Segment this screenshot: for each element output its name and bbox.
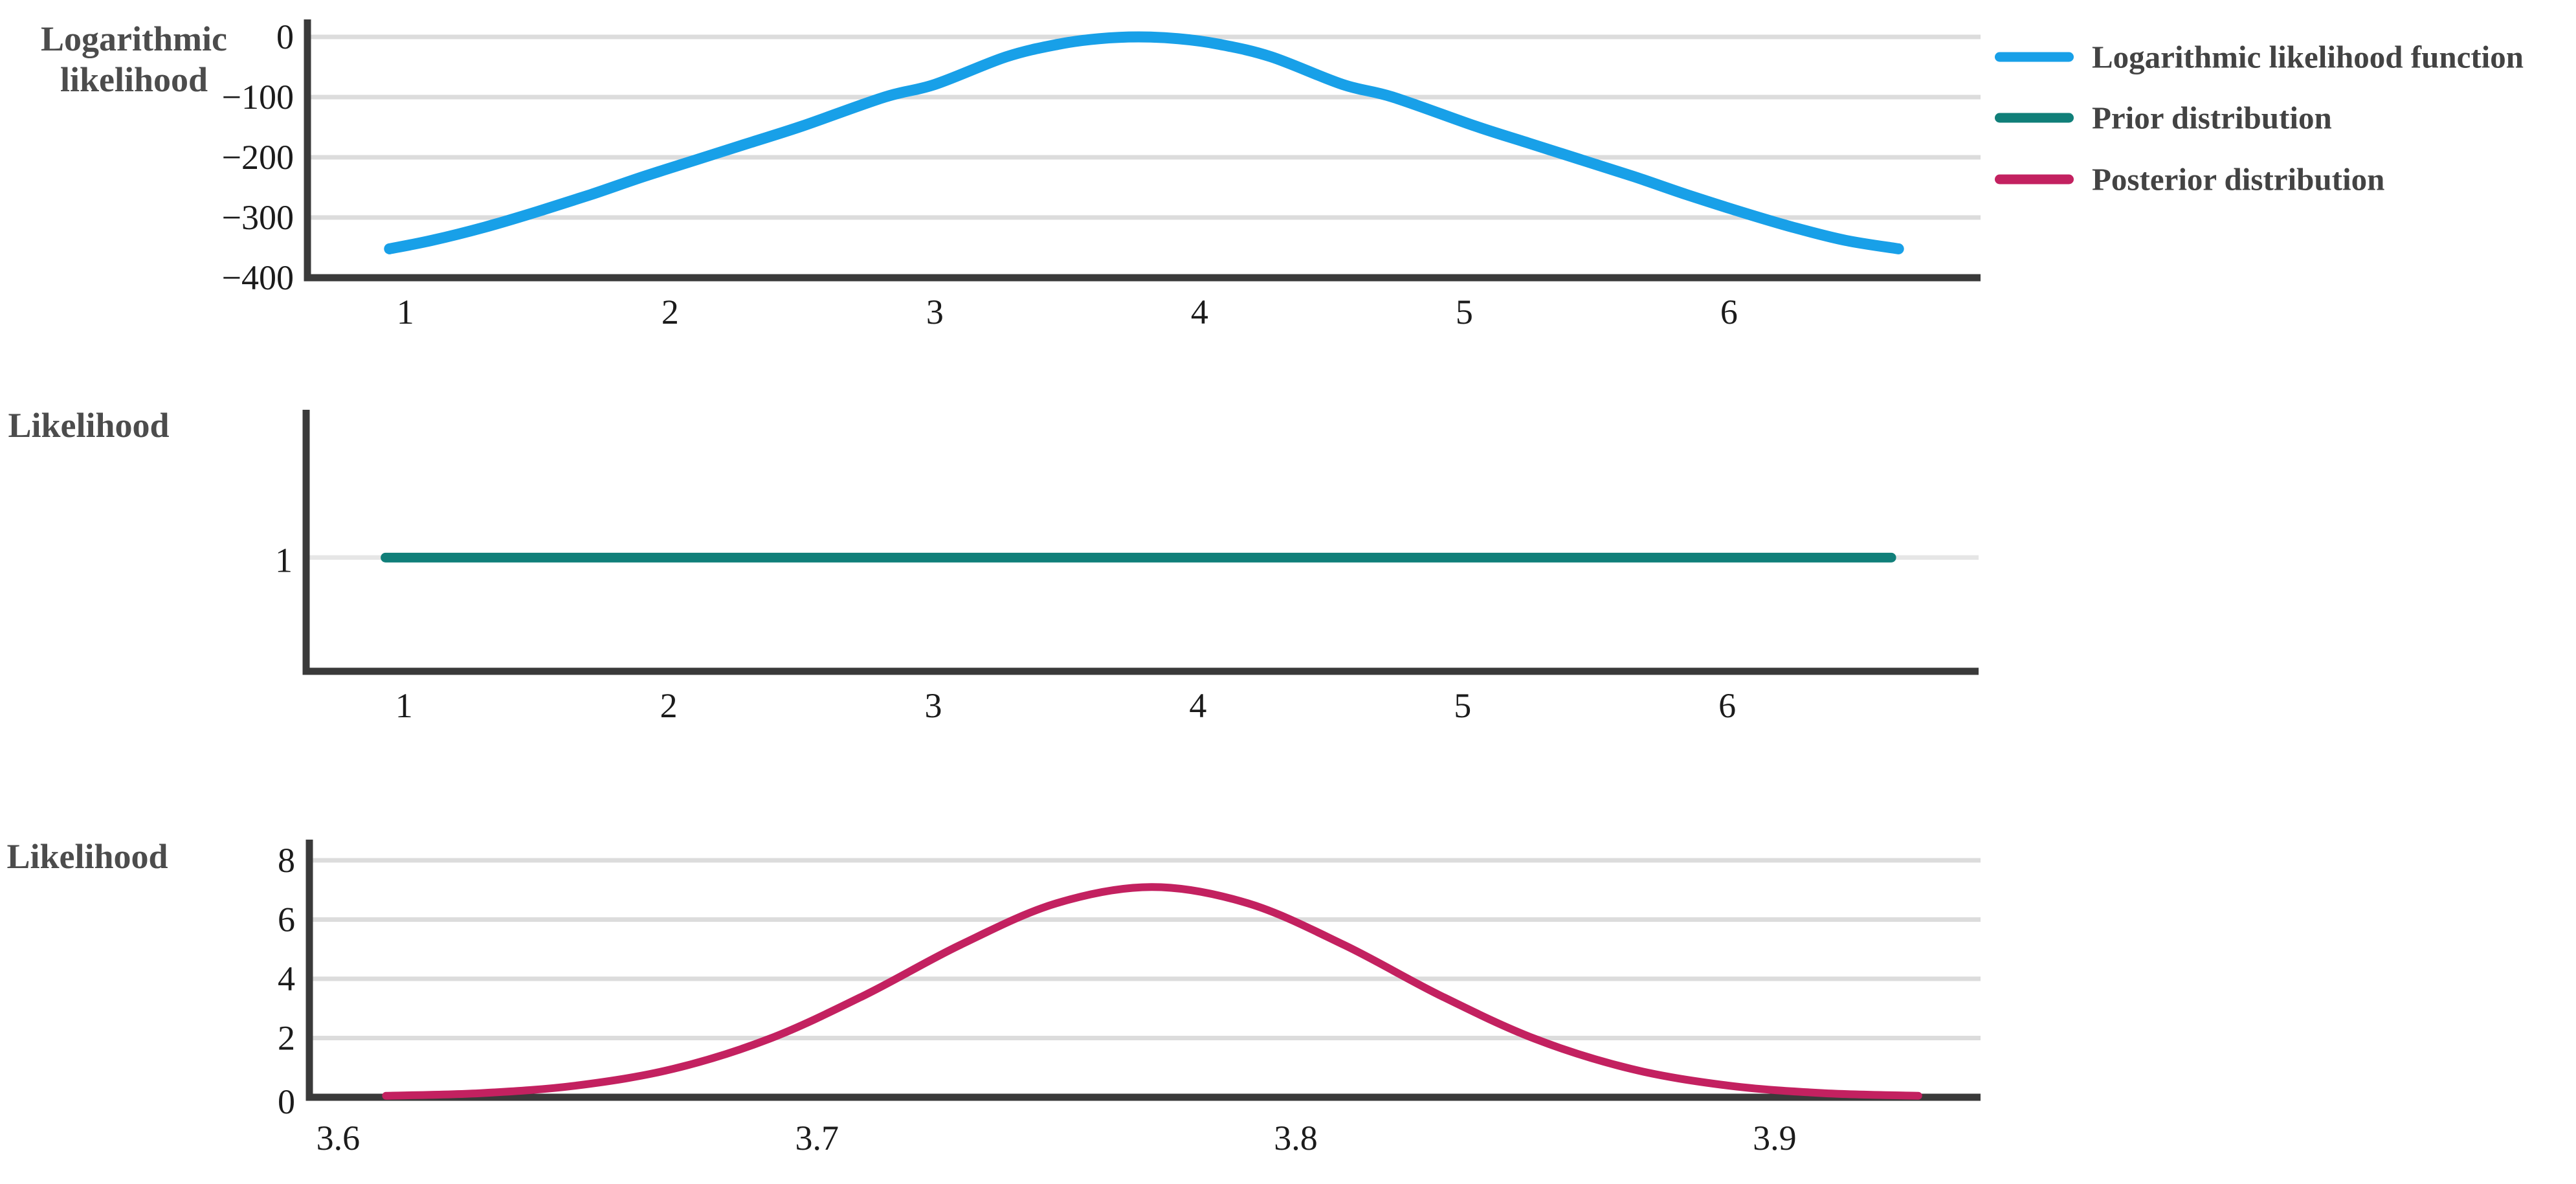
y-tick-label-1: 1 — [275, 541, 293, 579]
x-tick-label-3: 3 — [926, 293, 944, 331]
y-tick-label--100: −100 — [222, 78, 294, 117]
x-tick-label-3.8: 3.8 — [1274, 1119, 1318, 1157]
legend-swatch-line-icon — [1995, 52, 2074, 62]
panel-prior-distribution: 1 1 2 3 4 5 6 Likelihood — [8, 406, 1979, 725]
x-tick-label-2: 2 — [660, 686, 678, 725]
series-logarithmic-likelihood-function — [384, 31, 1904, 254]
y-tick-label--300: −300 — [222, 198, 294, 237]
y-tick-label-0: 0 — [278, 1082, 295, 1121]
x-tick-label-1: 1 — [397, 293, 414, 331]
legend-swatch-line-icon — [1995, 174, 2074, 184]
axis-title-log-likelihood-panel: Logarithmic — [41, 19, 227, 58]
x-tick-label-3: 3 — [925, 686, 942, 725]
panel-posterior-distribution: 0 2 4 6 8 3.6 3.7 3.8 3.9 Likelihood — [6, 837, 1981, 1157]
legend-item-prior-distribution: Prior distribution — [1995, 100, 2332, 136]
x-tick-label-5: 5 — [1454, 686, 1471, 725]
x-tick-label-4: 4 — [1191, 293, 1208, 331]
legend: Logarithmic likelihood function Prior dis… — [1995, 39, 2524, 197]
axis-frame — [302, 410, 1979, 675]
legend-label: Logarithmic likelihood function — [2092, 39, 2524, 75]
x-tick-label-3.9: 3.9 — [1753, 1119, 1797, 1157]
legend-label: Prior distribution — [2092, 100, 2332, 136]
legend-swatch-line-icon — [1995, 113, 2074, 123]
x-tick-label-4: 4 — [1189, 686, 1206, 725]
x-tick-label-6: 6 — [1720, 293, 1738, 331]
axis-title-log-likelihood-panel: likelihood — [60, 60, 208, 99]
legend-item-posterior-distribution: Posterior distribution — [1995, 162, 2384, 197]
x-tick-label-6: 6 — [1718, 686, 1736, 725]
y-tick-label-8: 8 — [278, 841, 295, 880]
axis-title-posterior-panel: Likelihood — [6, 837, 168, 876]
x-tick-label-1: 1 — [395, 686, 413, 725]
axis-title-prior-panel: Likelihood — [8, 406, 169, 445]
panel-log-likelihood: 0 −100 −200 −300 −400 1 2 3 4 5 6 Logarithmiclikeli… — [41, 17, 1981, 331]
x-tick-label-3.6: 3.6 — [316, 1119, 361, 1157]
y-tick-label-2: 2 — [278, 1019, 295, 1058]
y-tick-label-0: 0 — [276, 17, 294, 56]
legend-label: Posterior distribution — [2092, 162, 2384, 197]
series-posterior-distribution — [382, 883, 1922, 1100]
x-tick-label-2: 2 — [661, 293, 679, 331]
legend-item-logarithmic-likelihood-function: Logarithmic likelihood function — [1995, 39, 2524, 75]
y-tick-label-6: 6 — [278, 900, 295, 939]
x-tick-label-5: 5 — [1456, 293, 1473, 331]
y-tick-label-4: 4 — [278, 959, 295, 998]
x-tick-label-3.7: 3.7 — [795, 1119, 839, 1157]
y-tick-label--400: −400 — [222, 258, 294, 297]
axis-frame — [304, 19, 1981, 282]
y-tick-label--200: −200 — [222, 138, 294, 177]
axis-frame — [305, 840, 1981, 1101]
